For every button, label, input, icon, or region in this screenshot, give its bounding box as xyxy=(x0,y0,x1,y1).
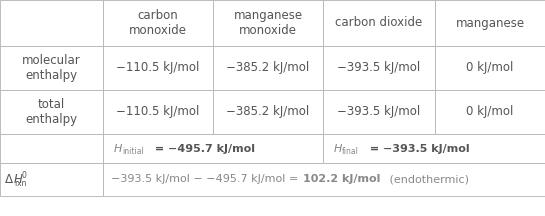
Bar xyxy=(103,0,213,46)
Text: $H$: $H$ xyxy=(113,143,123,154)
Bar xyxy=(213,0,323,46)
Text: −393.5 kJ/mol: −393.5 kJ/mol xyxy=(337,105,421,119)
Text: manganese: manganese xyxy=(456,16,524,30)
Bar xyxy=(213,46,323,90)
Text: 102.2 kJ/mol: 102.2 kJ/mol xyxy=(303,175,380,184)
Text: carbon dioxide: carbon dioxide xyxy=(335,16,422,30)
Text: = −495.7 kJ/mol: = −495.7 kJ/mol xyxy=(151,143,255,154)
Bar xyxy=(323,134,545,163)
Text: (endothermic): (endothermic) xyxy=(386,175,469,184)
Text: Δ: Δ xyxy=(5,173,13,186)
Bar xyxy=(0,163,103,196)
Text: $H$: $H$ xyxy=(333,143,343,154)
Bar xyxy=(103,163,545,196)
Bar xyxy=(103,134,323,163)
Bar xyxy=(103,90,213,134)
Text: 0: 0 xyxy=(22,172,27,181)
Bar xyxy=(0,46,103,90)
Bar xyxy=(0,134,103,163)
Text: 0 kJ/mol: 0 kJ/mol xyxy=(467,105,514,119)
Text: molecular
enthalpy: molecular enthalpy xyxy=(22,54,81,82)
Text: carbon
monoxide: carbon monoxide xyxy=(129,9,187,37)
Bar xyxy=(323,90,435,134)
Text: total
enthalpy: total enthalpy xyxy=(26,98,77,126)
Bar xyxy=(323,46,435,90)
Text: −385.2 kJ/mol: −385.2 kJ/mol xyxy=(226,105,310,119)
Bar xyxy=(213,90,323,134)
Text: −385.2 kJ/mol: −385.2 kJ/mol xyxy=(226,62,310,75)
Bar xyxy=(323,0,435,46)
Text: rxn: rxn xyxy=(14,178,26,187)
Text: −110.5 kJ/mol: −110.5 kJ/mol xyxy=(116,105,199,119)
Text: 0 kJ/mol: 0 kJ/mol xyxy=(467,62,514,75)
Bar xyxy=(103,46,213,90)
Text: initial: initial xyxy=(122,146,144,156)
Text: final: final xyxy=(342,146,359,156)
Bar xyxy=(435,0,545,46)
Text: −393.5 kJ/mol − −495.7 kJ/mol =: −393.5 kJ/mol − −495.7 kJ/mol = xyxy=(111,175,302,184)
Text: H: H xyxy=(14,173,23,186)
Text: −110.5 kJ/mol: −110.5 kJ/mol xyxy=(116,62,199,75)
Bar xyxy=(435,90,545,134)
Bar xyxy=(0,90,103,134)
Text: −393.5 kJ/mol: −393.5 kJ/mol xyxy=(337,62,421,75)
Bar xyxy=(435,46,545,90)
Text: = −393.5 kJ/mol: = −393.5 kJ/mol xyxy=(366,143,470,154)
Text: manganese
monoxide: manganese monoxide xyxy=(233,9,302,37)
Bar xyxy=(0,0,103,46)
